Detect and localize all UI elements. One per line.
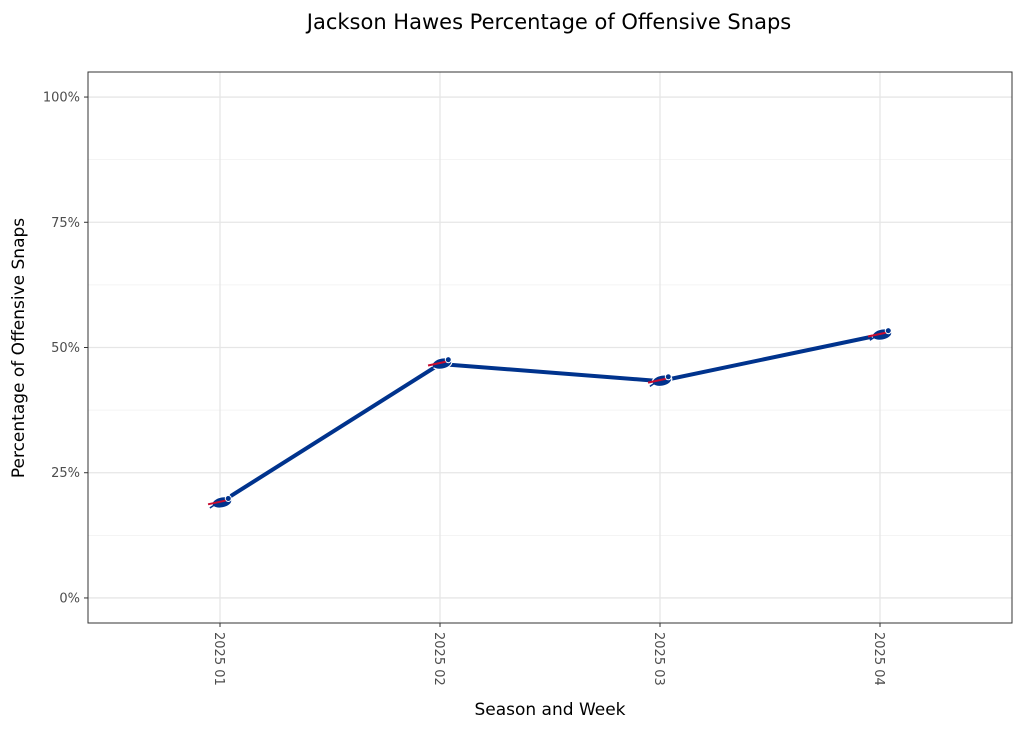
major-gridlines [88, 72, 1012, 623]
y-tick-label: 0% [59, 591, 80, 606]
markers-group [207, 324, 893, 509]
x-axis-title: Season and Week [474, 700, 625, 720]
series-line-group [218, 333, 882, 505]
buffalo-logo-marker [207, 492, 233, 509]
series-line [218, 333, 882, 505]
y-tick-label: 75% [51, 216, 80, 231]
x-tick-label: 2025 03 [651, 632, 666, 686]
y-tick-label: 100% [43, 91, 80, 106]
minor-gridlines [88, 159, 1012, 536]
y-tick-label: 25% [51, 466, 80, 481]
x-tick-label: 2025 02 [431, 632, 446, 686]
buffalo-logo-marker [427, 353, 453, 370]
y-axis: 0% 25% 50% 75% 100% [43, 91, 88, 606]
buffalo-logo-marker [867, 324, 893, 341]
plot-panel [87, 71, 1013, 624]
x-tick-label: 2025 04 [871, 632, 886, 686]
chart-title: Jackson Hawes Percentage of Offensive Sn… [305, 10, 791, 34]
y-axis-title: Percentage of Offensive Snaps [9, 218, 29, 478]
x-tick-label: 2025 01 [211, 632, 226, 686]
y-tick-label: 50% [51, 341, 80, 356]
x-axis: 2025 01 2025 02 2025 03 2025 04 [211, 623, 886, 686]
buffalo-logo-marker [647, 370, 673, 388]
